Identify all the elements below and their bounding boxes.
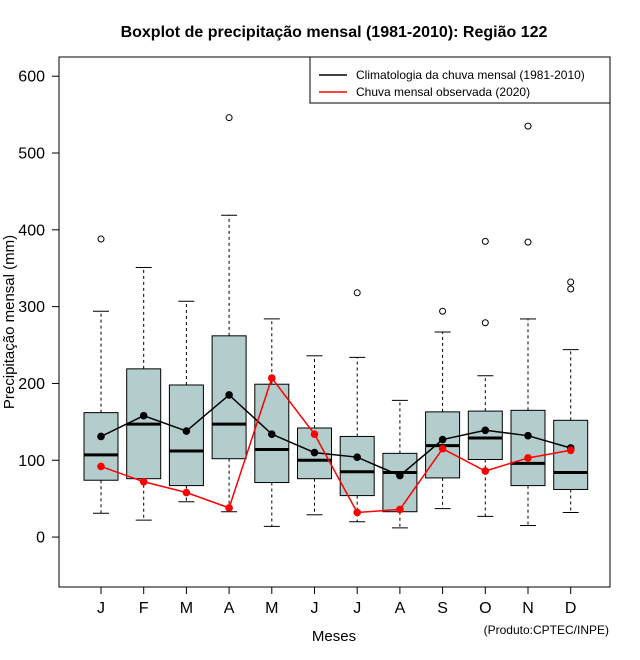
x-tick-label: J — [353, 600, 361, 617]
box-8 — [382, 399, 418, 529]
y-tick-label: 500 — [18, 146, 45, 163]
series-point — [438, 444, 447, 453]
legend-label-climatology: Climatologia da chuva mensal (1981-2010) — [356, 68, 585, 82]
series-point — [310, 448, 319, 457]
box-iqr — [553, 419, 589, 490]
box-3 — [168, 300, 204, 503]
y-tick-label: 400 — [18, 222, 45, 239]
series-point — [182, 488, 191, 497]
series-point — [481, 467, 490, 475]
series-point — [481, 426, 490, 435]
series-point — [97, 432, 105, 441]
box-9 — [425, 307, 461, 510]
box-7 — [339, 289, 375, 523]
x-tick-label: D — [565, 600, 577, 617]
outlier-point — [567, 285, 575, 293]
series-point — [524, 454, 532, 462]
outlier-point — [97, 235, 105, 243]
series-point — [396, 505, 404, 514]
series-point — [566, 446, 575, 455]
box-1 — [83, 235, 119, 514]
box-iqr — [339, 435, 375, 497]
box-4 — [211, 114, 247, 513]
legend-box — [309, 56, 611, 104]
outlier-point — [225, 114, 233, 122]
legend: Climatologia da chuva mensal (1981-2010)… — [309, 56, 611, 104]
series-point — [524, 431, 532, 440]
series-point — [268, 430, 276, 438]
y-tick-label: 300 — [18, 299, 45, 316]
chart-title: Boxplot de precipitação mensal (1981-201… — [121, 24, 548, 41]
y-axis: 0 100 200 300 400 500 600 — [18, 69, 60, 547]
series-point — [310, 430, 319, 438]
box-12 — [553, 278, 589, 513]
series-point — [225, 504, 233, 512]
y-tick-label: 200 — [18, 376, 45, 393]
x-tick-label: J — [97, 600, 105, 617]
y-axis-label: Precipitação mensal (mm) — [1, 235, 18, 409]
outlier-point — [524, 238, 532, 246]
series-point — [268, 374, 276, 382]
series-lines — [97, 374, 575, 517]
series-observed — [97, 374, 575, 517]
x-tick-label: F — [139, 600, 149, 617]
series-point — [139, 477, 148, 486]
series-point — [438, 435, 447, 444]
box-iqr — [168, 384, 204, 487]
x-tick-label: M — [265, 600, 278, 617]
series-point — [182, 427, 191, 435]
outlier-point — [353, 289, 361, 297]
outlier-point — [524, 122, 532, 130]
box-2 — [126, 266, 162, 521]
boxes — [83, 114, 589, 529]
series-point — [353, 453, 362, 461]
box-10 — [467, 237, 503, 517]
x-tick-label: A — [224, 600, 235, 617]
legend-label-observed: Chuva mensal observada (2020) — [356, 85, 530, 99]
outlier-point — [481, 319, 489, 327]
outlier-point — [481, 237, 489, 245]
box-iqr — [510, 409, 546, 487]
x-axis-label: Meses — [312, 628, 356, 645]
series-point — [353, 508, 362, 517]
outlier-point — [439, 307, 447, 315]
x-tick-label: M — [180, 600, 193, 617]
y-tick-label: 0 — [36, 530, 45, 547]
series-point — [396, 471, 404, 480]
x-tick-label: S — [437, 600, 448, 617]
plot-frame — [58, 56, 611, 588]
box-iqr — [467, 410, 503, 460]
x-tick-label: O — [479, 600, 491, 617]
x-tick-label: J — [311, 600, 319, 617]
y-tick-label: 100 — [18, 453, 45, 470]
series-point — [225, 391, 233, 399]
outlier-point — [567, 278, 575, 286]
footer-credit: (Produto:CPTEC/INPE) — [484, 623, 609, 637]
series-point — [139, 411, 148, 420]
series-point — [97, 462, 105, 471]
x-tick-label: A — [395, 600, 406, 617]
x-tick-label: N — [522, 600, 534, 617]
box-11 — [510, 122, 546, 527]
series-line — [100, 376, 571, 514]
series-line — [100, 393, 571, 477]
box-iqr — [382, 452, 418, 513]
series-climatology — [97, 391, 575, 480]
y-tick-label: 600 — [18, 69, 45, 86]
